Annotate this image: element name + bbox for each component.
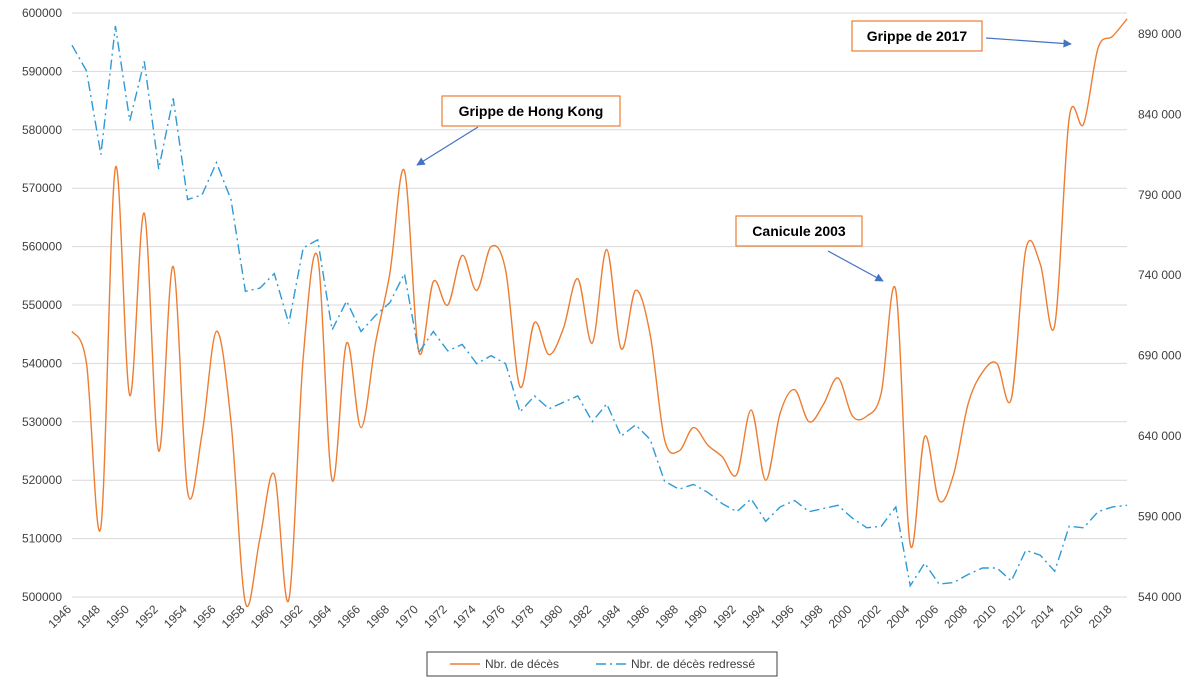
- x-tick-label: 1946: [45, 602, 74, 631]
- x-axis-ticks: 1946 1948 1950 1952 1954 1956 1958 1960 1962 1964…: [45, 602, 1115, 631]
- x-tick-label: 2002: [855, 602, 884, 631]
- x-tick-label: 1980: [537, 602, 566, 631]
- x-tick-label: 2000: [826, 602, 855, 631]
- x-tick-label: 1978: [508, 602, 537, 631]
- right-tick-label: 590 000: [1138, 510, 1182, 524]
- x-tick-label: 2018: [1086, 602, 1115, 631]
- x-tick-label: 2016: [1057, 602, 1086, 631]
- left-tick-label: 500000: [22, 590, 62, 604]
- left-tick-label: 520000: [22, 473, 62, 487]
- x-tick-label: 1976: [479, 602, 508, 631]
- x-tick-label: 1990: [681, 602, 710, 631]
- left-tick-label: 530000: [22, 415, 62, 429]
- series-lines: [71, 18, 1128, 607]
- annotation-label: Grippe de Hong Kong: [459, 103, 604, 119]
- right-tick-label: 840 000: [1138, 107, 1182, 121]
- x-tick-label: 1998: [797, 602, 826, 631]
- annotation-box: [851, 20, 983, 52]
- left-axis-ticks: 500000 510000 520000 530000 540000 550000 5600…: [22, 6, 62, 604]
- annotation-label: Canicule 2003: [752, 223, 846, 239]
- x-tick-label: 1996: [768, 602, 797, 631]
- left-tick-label: 560000: [22, 240, 62, 254]
- left-tick-label: 580000: [22, 123, 62, 137]
- right-tick-label: 890 000: [1138, 27, 1182, 41]
- right-tick-label: 790 000: [1138, 188, 1182, 202]
- annotation-box: [735, 215, 863, 247]
- left-tick-label: 510000: [22, 532, 62, 546]
- right-tick-label: 640 000: [1138, 429, 1182, 443]
- annotation-label: Grippe de 2017: [867, 28, 968, 44]
- x-tick-label: 2008: [941, 602, 970, 631]
- x-tick-label: 2006: [912, 602, 941, 631]
- left-tick-label: 600000: [22, 6, 62, 20]
- x-tick-label: 1952: [132, 602, 161, 631]
- legend-label: Nbr. de décès redressé: [631, 657, 755, 671]
- left-tick-label: 570000: [22, 181, 62, 195]
- x-tick-label: 1972: [421, 602, 450, 631]
- left-tick-label: 540000: [22, 356, 62, 370]
- x-tick-label: 1954: [161, 602, 190, 631]
- x-tick-label: 1986: [623, 602, 652, 631]
- x-tick-label: 1962: [277, 602, 306, 631]
- x-tick-label: 1970: [392, 602, 421, 631]
- right-tick-label: 690 000: [1138, 349, 1182, 363]
- right-tick-label: 540 000: [1138, 590, 1182, 604]
- annotation-arrow: [416, 126, 479, 166]
- left-tick-label: 590000: [22, 64, 62, 78]
- annotation-arrow: [985, 37, 1072, 48]
- x-tick-label: 2010: [970, 602, 999, 631]
- x-tick-label: 1966: [334, 602, 363, 631]
- annotations: Grippe de Hong Kong Canicule 2003 Grippe d…: [416, 20, 1072, 282]
- x-tick-label: 2012: [999, 602, 1028, 631]
- series-line-deces: [71, 18, 1128, 607]
- left-tick-label: 550000: [22, 298, 62, 312]
- right-axis-ticks: 540 000 590 000 640 000 690 000 740 000 790 0…: [1138, 27, 1182, 604]
- x-tick-label: 2014: [1028, 602, 1057, 631]
- x-tick-label: 1982: [566, 602, 595, 631]
- x-tick-label: 1948: [74, 602, 103, 631]
- x-tick-label: 1958: [219, 602, 248, 631]
- x-tick-label: 1960: [248, 602, 277, 631]
- grid-lines: [72, 12, 1127, 598]
- x-tick-label: 1994: [739, 602, 768, 631]
- x-tick-label: 1984: [595, 602, 624, 631]
- x-tick-label: 1968: [363, 602, 392, 631]
- x-tick-label: 1974: [450, 602, 479, 631]
- x-tick-label: 1950: [103, 602, 132, 631]
- legend-label: Nbr. de décès: [485, 657, 559, 671]
- x-tick-label: 1964: [305, 602, 334, 631]
- x-tick-label: 1988: [652, 602, 681, 631]
- x-tick-label: 1992: [710, 602, 739, 631]
- x-tick-label: 2004: [884, 602, 913, 631]
- annotation-box: [441, 95, 621, 127]
- legend: Nbr. de décès Nbr. de décès redressé: [426, 651, 778, 677]
- annotation-arrow: [827, 250, 884, 282]
- x-tick-label: 1956: [190, 602, 219, 631]
- series-line-deces-redresse: [71, 25, 1128, 588]
- right-tick-label: 740 000: [1138, 268, 1182, 282]
